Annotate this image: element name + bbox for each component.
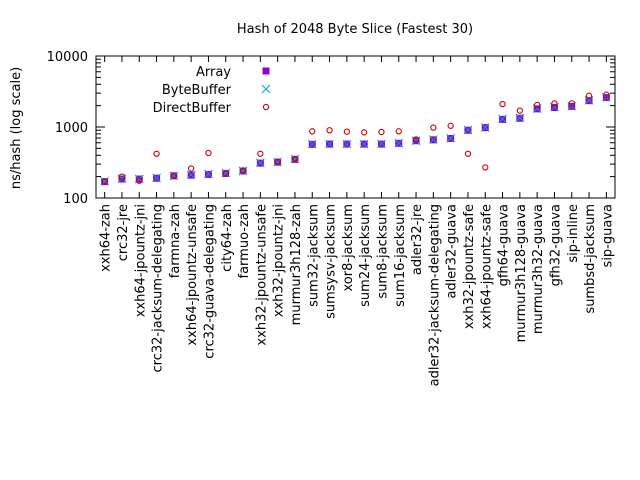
chart-title: Hash of 2048 Byte Slice (Fastest 30): [237, 22, 473, 37]
x-tick-label: xxh64-jpountz-unsafe: [185, 204, 200, 346]
point-bytebuffer: [480, 123, 490, 132]
y-tick-label: 1000: [55, 121, 88, 136]
point-directbuffer: [534, 101, 541, 109]
x-tick-label: xxh32-jpountz-safe: [462, 204, 477, 329]
point-directbuffer: [326, 127, 333, 134]
x-tick-label: city64-zah: [220, 204, 235, 272]
point-directbuffer: [482, 164, 489, 171]
x-tick-label: gfh64-guava: [497, 204, 512, 286]
x-tick-label: farmuo-zah: [237, 204, 252, 278]
x-tick-label: sum24-jacksum: [358, 204, 373, 307]
y-tick-label: 100: [63, 192, 88, 207]
point-bytebuffer: [100, 176, 110, 186]
point-directbuffer: [378, 128, 385, 136]
x-tick-label: xxh32-jpountz-jni: [272, 204, 287, 317]
x-tick-label: xor8-jacksum: [341, 204, 356, 291]
point-directbuffer: [568, 100, 575, 107]
x-tick-label: murmur3h128-guava: [514, 204, 529, 342]
x-tick-label: crc32-guava-delegating: [202, 204, 217, 359]
point-directbuffer: [499, 100, 506, 108]
legend: Array ByteBuffer DirectBuffer: [153, 65, 271, 116]
x-tick-label: adler32-guava: [445, 204, 460, 299]
point-directbuffer: [343, 128, 350, 135]
point-directbuffer: [309, 128, 316, 135]
y-ticks: 100 1000 10000: [47, 50, 615, 207]
x-tick-label: gfh32-guava: [548, 204, 563, 286]
x-tick-label: xxh64-jpountz-jni: [133, 204, 148, 317]
point-directbuffer: [360, 129, 368, 136]
x-tick-label: crc32-jre: [116, 204, 131, 261]
point-bytebuffer: [238, 166, 248, 176]
y-axis-label: ns/hash (log scale): [9, 67, 24, 189]
point-bytebuffer: [221, 168, 231, 178]
point-bytebuffer: [498, 114, 507, 124]
point-directbuffer: [205, 149, 212, 157]
legend-marker-directbuffer: [262, 103, 270, 111]
point-bytebuffer: [377, 139, 386, 149]
point-directbuffer: [516, 107, 523, 114]
point-directbuffer: [430, 124, 437, 131]
point-directbuffer: [412, 136, 420, 143]
point-bytebuffer: [273, 157, 283, 167]
point-directbuffer: [464, 150, 472, 157]
x-tick-label: sip-guava: [600, 204, 615, 267]
legend-label-array: Array: [196, 65, 231, 80]
point-bytebuffer: [446, 133, 456, 143]
point-bytebuffer: [307, 139, 317, 149]
point-bytebuffer: [152, 173, 161, 183]
point-directbuffer: [239, 167, 247, 174]
point-directbuffer: [274, 158, 281, 165]
x-ticks: xxh64-zah crc32-jre xxh64-jpountz-jni crc32…: [99, 56, 615, 386]
x-tick-label: adler32-jre: [410, 204, 425, 275]
point-directbuffer: [603, 91, 610, 98]
point-directbuffer: [153, 150, 160, 157]
point-directbuffer: [222, 170, 229, 177]
point-bytebuffer: [463, 125, 473, 135]
point-directbuffer: [187, 165, 195, 172]
x-tick-label: sumsysv-jacksum: [324, 204, 339, 319]
x-tick-label: farmna-zah: [168, 204, 183, 278]
legend-label-bytebuffer: ByteBuffer: [162, 83, 232, 98]
point-bytebuffer: [428, 135, 438, 144]
point-bytebuffer: [342, 139, 352, 149]
point-directbuffer: [447, 122, 454, 129]
x-tick-label: murmur3h32-guava: [531, 204, 546, 334]
x-tick-label: sip-inline: [566, 204, 581, 263]
point-bytebuffer: [359, 139, 369, 149]
legend-marker-bytebuffer: [261, 84, 271, 94]
point-directbuffer: [551, 100, 558, 107]
point-bytebuffer: [169, 171, 179, 181]
x-tick-label: xxh64-jpountz-safe: [479, 204, 494, 329]
point-bytebuffer: [186, 170, 196, 180]
point-directbuffer: [136, 177, 143, 184]
point-bytebuffer: [325, 139, 334, 149]
x-tick-label: xxh64-zah: [99, 204, 114, 272]
point-directbuffer: [101, 178, 108, 185]
point-directbuffer: [170, 172, 177, 180]
x-tick-label: sumbsd-jacksum: [583, 204, 598, 314]
x-tick-label: sum16-jacksum: [393, 204, 408, 307]
x-tick-label: crc32-jacksum-delegating: [151, 204, 166, 373]
point-bytebuffer: [394, 138, 404, 148]
point-bytebuffer: [290, 154, 300, 164]
x-tick-label: sum32-jacksum: [306, 204, 321, 307]
point-directbuffer: [291, 155, 299, 163]
point-directbuffer: [395, 128, 402, 135]
x-tick-label: sum8-jacksum: [375, 204, 390, 299]
y-tick-label: 10000: [47, 50, 88, 65]
point-bytebuffer: [255, 158, 265, 167]
x-tick-label: murmur3h128-zah: [289, 204, 304, 325]
x-tick-label: xxh32-jpountz-unsafe: [254, 204, 269, 346]
data-points: [100, 91, 611, 186]
point-directbuffer: [257, 150, 264, 157]
legend-marker-array: [262, 67, 270, 75]
point-bytebuffer: [204, 169, 213, 179]
point-directbuffer: [118, 173, 126, 180]
point-directbuffer: [585, 92, 593, 99]
point-bytebuffer: [515, 113, 525, 123]
x-tick-label: adler32-jacksum-delegating: [427, 204, 442, 386]
legend-label-directbuffer: DirectBuffer: [153, 101, 232, 116]
point-bytebuffer: [584, 95, 594, 105]
